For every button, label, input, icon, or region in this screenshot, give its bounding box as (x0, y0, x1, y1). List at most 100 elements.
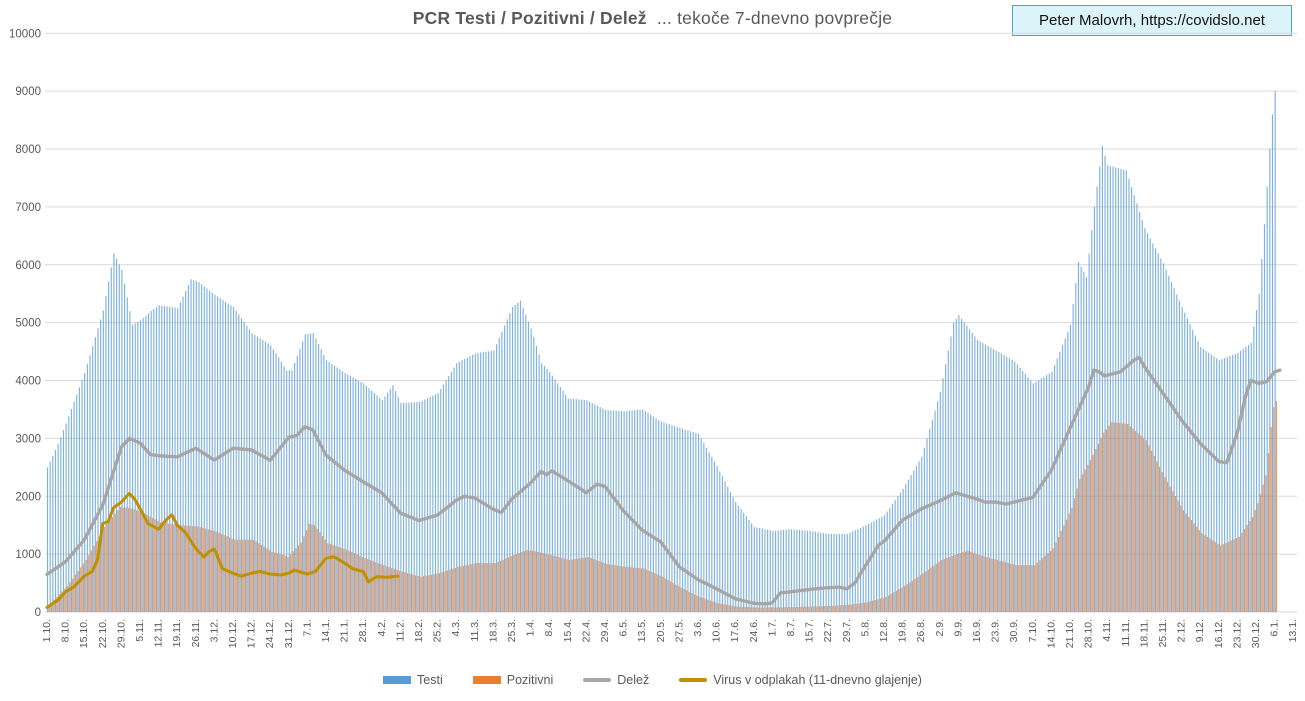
x-tick-label: 18.11. (1138, 619, 1150, 647)
legend-item-virus-v-odplakah-11-dnevno-glajenje: Virus v odplakah (11-dnevno glajenje) (679, 673, 922, 687)
x-tick-label: 22.10. (97, 619, 109, 648)
legend-item-pozitivni: Pozitivni (472, 673, 554, 687)
y-tick-label: 1000 (15, 549, 41, 561)
x-tick-label: 14.1. (320, 619, 332, 642)
x-tick-label: 18.2. (413, 619, 425, 642)
x-tick-label: 27.5. (673, 619, 685, 642)
x-tick-label: 29.7. (841, 619, 853, 642)
x-tick-label: 4.3. (450, 619, 462, 637)
x-tick-label: 24.12. (264, 619, 276, 648)
x-tick-label: 3.12. (208, 619, 220, 642)
x-tick-label: 11.3. (469, 619, 481, 642)
x-tick-label: 7.10. (1027, 619, 1039, 642)
x-tick-label: 16.9. (971, 619, 983, 642)
legend-item-dele: Delež (583, 673, 649, 687)
x-tick-label: 1.4. (525, 619, 537, 637)
chart-title-main: PCR Testi / Pozitivni / Delež (412, 8, 647, 28)
delez-line (45, 355, 1282, 606)
x-tick-label: 9.12. (1194, 619, 1206, 642)
x-tick-label: 20.5. (655, 619, 667, 642)
x-tick-label: 23.9. (990, 619, 1002, 642)
legend-label: Delež (617, 673, 650, 687)
x-tick-label: 4.2. (376, 619, 388, 637)
x-tick-label: 25.11. (1157, 619, 1169, 647)
x-tick-label: 17.12. (246, 619, 258, 648)
x-tick-label: 19.11. (171, 619, 183, 647)
x-tick-label: 28.10. (1083, 619, 1095, 648)
chart-title: PCR Testi / Pozitivni / Delež ... tekoče… (0, 8, 1305, 29)
x-tick-label: 30.9. (1008, 619, 1020, 642)
y-tick-label: 6000 (15, 260, 41, 272)
x-tick-label: 26.11. (190, 619, 202, 647)
y-tick-label: 5000 (15, 318, 41, 330)
x-tick-label: 18.3. (487, 619, 499, 642)
y-tick-label: 2000 (15, 491, 41, 503)
x-tick-label: 7.1. (301, 619, 313, 637)
legend: Testi Pozitivni Delež Virus v odplakah (11-… (0, 670, 1305, 690)
attribution-text: Peter Malovrh, https://covidslo.net (1039, 12, 1265, 29)
x-tick-label: 26.8. (915, 619, 927, 642)
y-tick-label: 4000 (15, 376, 41, 388)
testi-bars (46, 91, 1276, 613)
x-tick-label: 5.8. (859, 619, 871, 637)
legend-label: Virus v odplakah (11-dnevno glajenje) (713, 673, 922, 687)
x-tick-label: 4.11. (1101, 619, 1113, 642)
testi-swatch-icon (383, 676, 412, 684)
x-tick-label: 17.6. (729, 619, 741, 642)
y-tick-label: 10000 (9, 28, 41, 40)
x-axis-labels: 1.10. 8.10. 15.10. 22.10. 29.10. 5.11. 12.11. 1… (41, 619, 1299, 648)
legend-item-testi: Testi (383, 673, 443, 687)
x-tick-label: 14.10. (1045, 619, 1057, 648)
y-tick-label: 8000 (15, 144, 41, 156)
legend-label: Testi (417, 673, 443, 687)
x-tick-label: 22.7. (822, 619, 834, 642)
x-tick-label: 25.2. (432, 619, 444, 642)
x-tick-label: 28.1. (357, 619, 369, 642)
x-tick-label: 19.8. (897, 619, 909, 642)
legend-label: Pozitivni (506, 673, 554, 687)
x-tick-label: 15.10. (78, 619, 90, 648)
y-tick-label: 9000 (15, 86, 41, 98)
x-tick-label: 1.10. (41, 619, 53, 642)
y-axis-labels: 0 1000 2000 3000 4000 5000 6000 7000 8000 9000 100… (9, 28, 41, 619)
pozitivni-bars (48, 400, 1278, 612)
attribution-box[interactable]: Peter Malovrh, https://covidslo.net (1012, 5, 1292, 36)
chart-title-subtitle: ... tekoče 7-dnevno povprečje (656, 8, 893, 28)
x-tick-label: 29.4. (599, 619, 611, 642)
x-tick-label: 15.7. (804, 619, 816, 642)
y-tick-label: 0 (35, 607, 41, 619)
x-tick-label: 30.12. (1250, 619, 1262, 648)
x-tick-label: 16.12. (1213, 619, 1225, 648)
y-tick-label: 3000 (15, 433, 41, 445)
x-tick-label: 21.1. (339, 619, 351, 642)
x-tick-label: 10.6. (711, 619, 723, 642)
x-tick-label: 2.9. (934, 619, 946, 637)
x-tick-label: 6.1. (1269, 619, 1281, 637)
pozitivni-swatch-icon (472, 676, 501, 684)
x-tick-label: 12.11. (153, 619, 165, 647)
x-tick-label: 5.11. (134, 619, 146, 642)
x-tick-label: 8.4. (543, 619, 555, 637)
y-tick-label: 7000 (15, 202, 41, 214)
dele-swatch-icon (583, 678, 612, 682)
x-tick-label: 11.11. (1120, 619, 1132, 647)
x-tick-label: 13.5. (636, 619, 648, 642)
x-tick-label: 8.7. (785, 619, 797, 637)
x-tick-label: 23.12. (1231, 619, 1243, 648)
x-tick-label: 29.10. (115, 619, 127, 648)
x-tick-label: 9.9. (952, 619, 964, 637)
x-tick-label: 1.7. (766, 619, 778, 637)
x-tick-label: 2.12. (1176, 619, 1188, 642)
x-tick-label: 11.2. (394, 619, 406, 642)
x-tick-label: 3.6. (692, 619, 704, 637)
x-tick-label: 6.5. (618, 619, 630, 637)
virus-line (45, 491, 400, 609)
x-tick-label: 10.12. (227, 619, 239, 648)
x-tick-label: 12.8. (878, 619, 890, 642)
x-tick-label: 8.10. (60, 619, 72, 642)
x-tick-label: 15.4. (562, 619, 574, 642)
x-tick-label: 13.1. (1287, 619, 1299, 642)
x-tick-label: 21.10. (1064, 619, 1076, 648)
